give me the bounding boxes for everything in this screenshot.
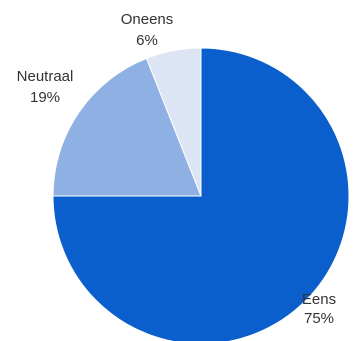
slice-label-eens: Eens	[302, 291, 336, 308]
slices-layer	[52, 47, 350, 341]
slice-label-neutraal: Neutraal	[17, 68, 74, 85]
labels-layer: Eens 75% Neutraal 19% Oneens 6%	[17, 11, 336, 327]
pie-slice-neutraal	[52, 57, 202, 197]
slice-value-neutraal: 19%	[30, 89, 60, 106]
pie-slice-oneens	[145, 47, 202, 197]
slice-label-oneens: Oneens	[121, 11, 174, 28]
slice-value-eens: 75%	[304, 310, 334, 327]
slice-value-oneens: 6%	[136, 32, 158, 49]
